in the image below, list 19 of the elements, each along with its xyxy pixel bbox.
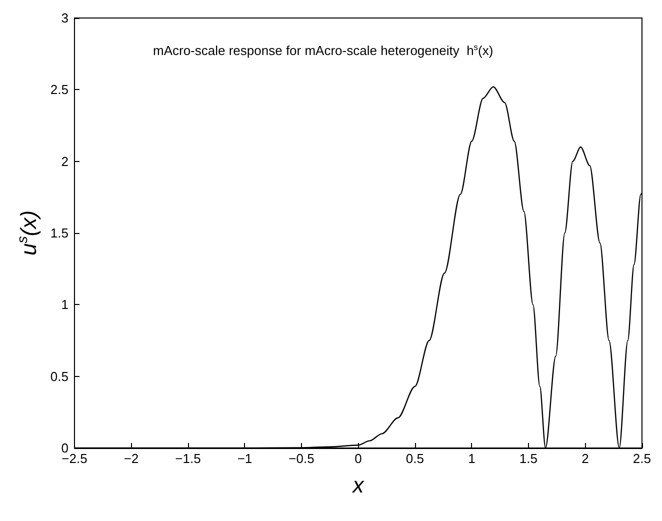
x-tick-label: −2 <box>124 451 139 466</box>
y-tick-label: 1 <box>61 297 68 312</box>
y-tick-label: 1.5 <box>50 226 68 240</box>
x-tick-label: −1.5 <box>175 451 201 466</box>
x-tick-label: −1 <box>237 451 252 466</box>
x-tick-label: 1 <box>468 451 476 466</box>
x-tick-label: 1.5 <box>519 451 538 466</box>
y-tick-label: 3 <box>61 10 68 26</box>
x-tick-label: −0.5 <box>288 451 314 466</box>
y-tick-label: 0.5 <box>50 368 68 384</box>
x-axis-title: x <box>352 472 365 498</box>
x-tick-label: 0.5 <box>406 451 424 466</box>
y-tick-label: 0 <box>61 440 68 456</box>
x-tick-label: 0 <box>354 451 362 466</box>
x-tick-label: 2.5 <box>632 451 652 466</box>
y-tick-label: 2.5 <box>50 82 68 98</box>
y-axis-title: us(x) <box>15 210 41 256</box>
y-tick-label: 2 <box>61 154 68 169</box>
x-tick-label: 2 <box>582 451 589 466</box>
